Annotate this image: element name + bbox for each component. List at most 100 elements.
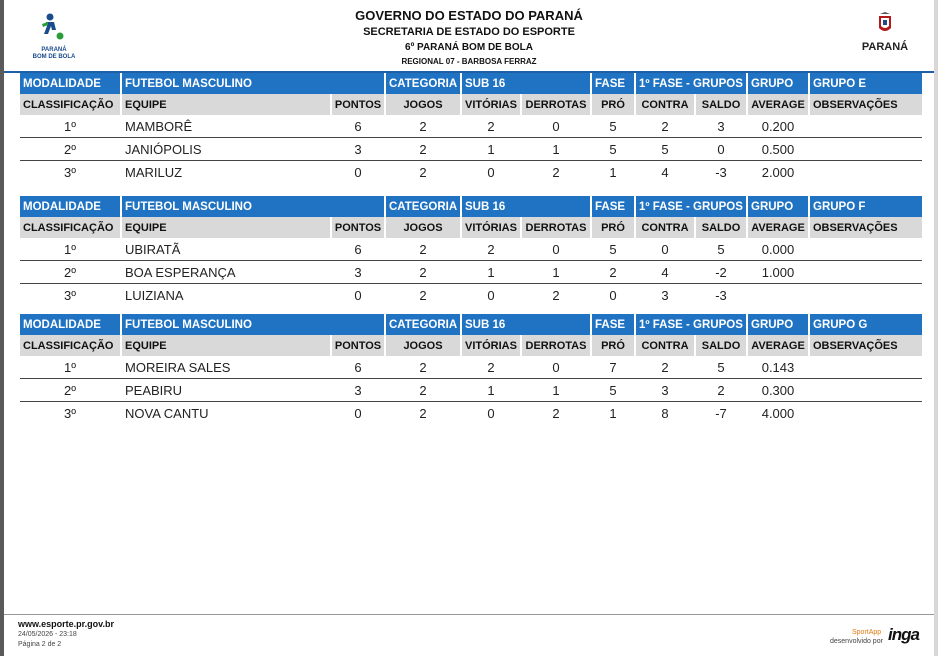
col-header-classificacao: CLASSIFICAÇÃO: [20, 335, 120, 356]
col-header-equipe: EQUIPE: [122, 335, 330, 356]
categoria-value: SUB 16: [462, 314, 590, 335]
cell-pro: 5: [609, 241, 617, 257]
parana-bom-de-bola-logo: PARANÁ BOM DE BOLA: [26, 12, 82, 60]
cell-pro: 5: [609, 141, 617, 157]
cell-saldo: 0: [717, 141, 725, 157]
cell-jogos: 2: [419, 164, 427, 180]
cell-pontos: 0: [354, 164, 362, 180]
cell-derrotas: 0: [552, 118, 560, 134]
table-row: 3º NOVA CANTU 0 2 0 2 1 8 -7 4.000: [20, 402, 922, 424]
left-border: [0, 0, 4, 656]
cell-pontos: 3: [354, 141, 362, 157]
col-header-observacoes: OBSERVAÇÕES: [810, 94, 922, 115]
cell-saldo: -7: [715, 405, 727, 421]
header-title: GOVERNO DO ESTADO DO PARANÁ: [355, 8, 583, 23]
col-header-saldo: SALDO: [696, 335, 746, 356]
page-header: PARANÁ BOM DE BOLA GOVERNO DO ESTADO DO P…: [4, 0, 934, 72]
footer-developed-by: desenvolvido por: [830, 638, 883, 645]
cell-pos: 3º: [64, 405, 76, 421]
fase-value: 1º FASE - GRUPOS: [636, 73, 746, 94]
cell-average: 0.143: [761, 359, 795, 375]
cell-vitorias: 0: [487, 287, 495, 303]
header-divider: [4, 71, 934, 73]
logo-right-text: PARANÁ: [861, 41, 909, 53]
fase-label: FASE: [592, 314, 634, 335]
col-header-vitorias: VITÓRIAS: [462, 217, 520, 238]
header-subtitle: SECRETARIA DE ESTADO DO ESPORTE: [363, 26, 575, 38]
cell-average: 0.000: [761, 241, 795, 257]
right-border: [934, 0, 938, 656]
cell-contra: 8: [661, 405, 669, 421]
cell-jogos: 2: [419, 264, 427, 280]
col-header-derrotas: DERROTAS: [522, 217, 590, 238]
header-event: 6º PARANÁ BOM DE BOLA: [405, 42, 533, 53]
cell-pro: 1: [609, 164, 617, 180]
cell-pontos: 6: [354, 359, 362, 375]
col-header-jogos: JOGOS: [386, 335, 460, 356]
cell-equipe: MARILUZ: [125, 164, 183, 180]
cell-saldo: 2: [717, 382, 725, 398]
col-header-average: AVERAGE: [748, 94, 808, 115]
cell-contra: 2: [661, 118, 669, 134]
cell-pro: 1: [609, 405, 617, 421]
cell-jogos: 2: [419, 141, 427, 157]
cell-average: 0.500: [761, 141, 795, 157]
cell-pontos: 6: [354, 118, 362, 134]
cell-equipe: BOA ESPERANÇA: [125, 264, 236, 280]
cell-obs: [810, 402, 922, 424]
cell-equipe: PEABIRU: [125, 382, 183, 398]
col-header-derrotas: DERROTAS: [522, 335, 590, 356]
table-row: 1º MOREIRA SALES 6 2 2 0 7 2 5 0.143: [20, 356, 922, 379]
cell-vitorias: 0: [487, 164, 495, 180]
table-row: 2º JANIÓPOLIS 3 2 1 1 5 5 0 0.500: [20, 138, 922, 161]
grupo-value: GRUPO E: [810, 73, 922, 94]
fase-label: FASE: [592, 73, 634, 94]
cell-jogos: 2: [419, 382, 427, 398]
cell-jogos: 2: [419, 405, 427, 421]
cell-equipe: UBIRATÃ: [125, 241, 181, 257]
cell-average: 4.000: [761, 405, 795, 421]
group-info-bar: MODALIDADE FUTEBOL MASCULINO CATEGORIA SUB …: [20, 73, 922, 94]
col-header-pontos: PONTOS: [332, 335, 384, 356]
col-header-observacoes: OBSERVAÇÕES: [810, 335, 922, 356]
cell-contra: 0: [661, 241, 669, 257]
cell-vitorias: 1: [487, 141, 495, 157]
cell-contra: 5: [661, 141, 669, 157]
cell-pos: 1º: [64, 359, 76, 375]
cell-obs: [810, 261, 922, 283]
table-row: 3º LUIZIANA 0 2 0 2 0 3 -3: [20, 284, 922, 306]
categoria-label: CATEGORIA: [386, 196, 460, 217]
cell-pro: 7: [609, 359, 617, 375]
categoria-label: CATEGORIA: [386, 73, 460, 94]
cell-obs: [810, 284, 922, 306]
standings-group: MODALIDADE FUTEBOL MASCULINO CATEGORIA SUB …: [20, 73, 922, 183]
col-header-observacoes: OBSERVAÇÕES: [810, 217, 922, 238]
header-regional: REGIONAL 07 - BARBOSA FERRAZ: [401, 57, 537, 66]
footer-sportapp: SportApp: [852, 629, 882, 636]
inga-logo: inga: [888, 625, 920, 644]
col-header-average: AVERAGE: [748, 217, 808, 238]
cell-obs: [810, 379, 922, 401]
cell-equipe: MOREIRA SALES: [125, 359, 231, 375]
cell-derrotas: 1: [552, 264, 560, 280]
cell-jogos: 2: [419, 359, 427, 375]
cell-vitorias: 2: [487, 359, 495, 375]
col-header-pro: PRÓ: [592, 217, 634, 238]
table-row: 2º BOA ESPERANÇA 3 2 1 1 2 4 -2 1.000: [20, 261, 922, 284]
cell-pos: 2º: [64, 264, 76, 280]
col-header-derrotas: DERROTAS: [522, 94, 590, 115]
cell-pontos: 0: [354, 405, 362, 421]
col-header-pro: PRÓ: [592, 335, 634, 356]
cell-saldo: 5: [717, 241, 725, 257]
footer-url[interactable]: www.esporte.pr.gov.br: [18, 619, 115, 629]
cell-derrotas: 0: [552, 241, 560, 257]
cell-jogos: 2: [419, 118, 427, 134]
cell-equipe: NOVA CANTU: [125, 405, 209, 421]
cell-average: 0.200: [761, 118, 795, 134]
cell-pro: 0: [609, 287, 617, 303]
cell-vitorias: 0: [487, 405, 495, 421]
cell-obs: [810, 115, 922, 137]
cell-equipe: LUIZIANA: [125, 287, 184, 303]
cell-equipe: JANIÓPOLIS: [125, 141, 202, 157]
column-header-row: CLASSIFICAÇÃO EQUIPE PONTOS JOGOS VITÓRIAS DE…: [20, 335, 922, 356]
